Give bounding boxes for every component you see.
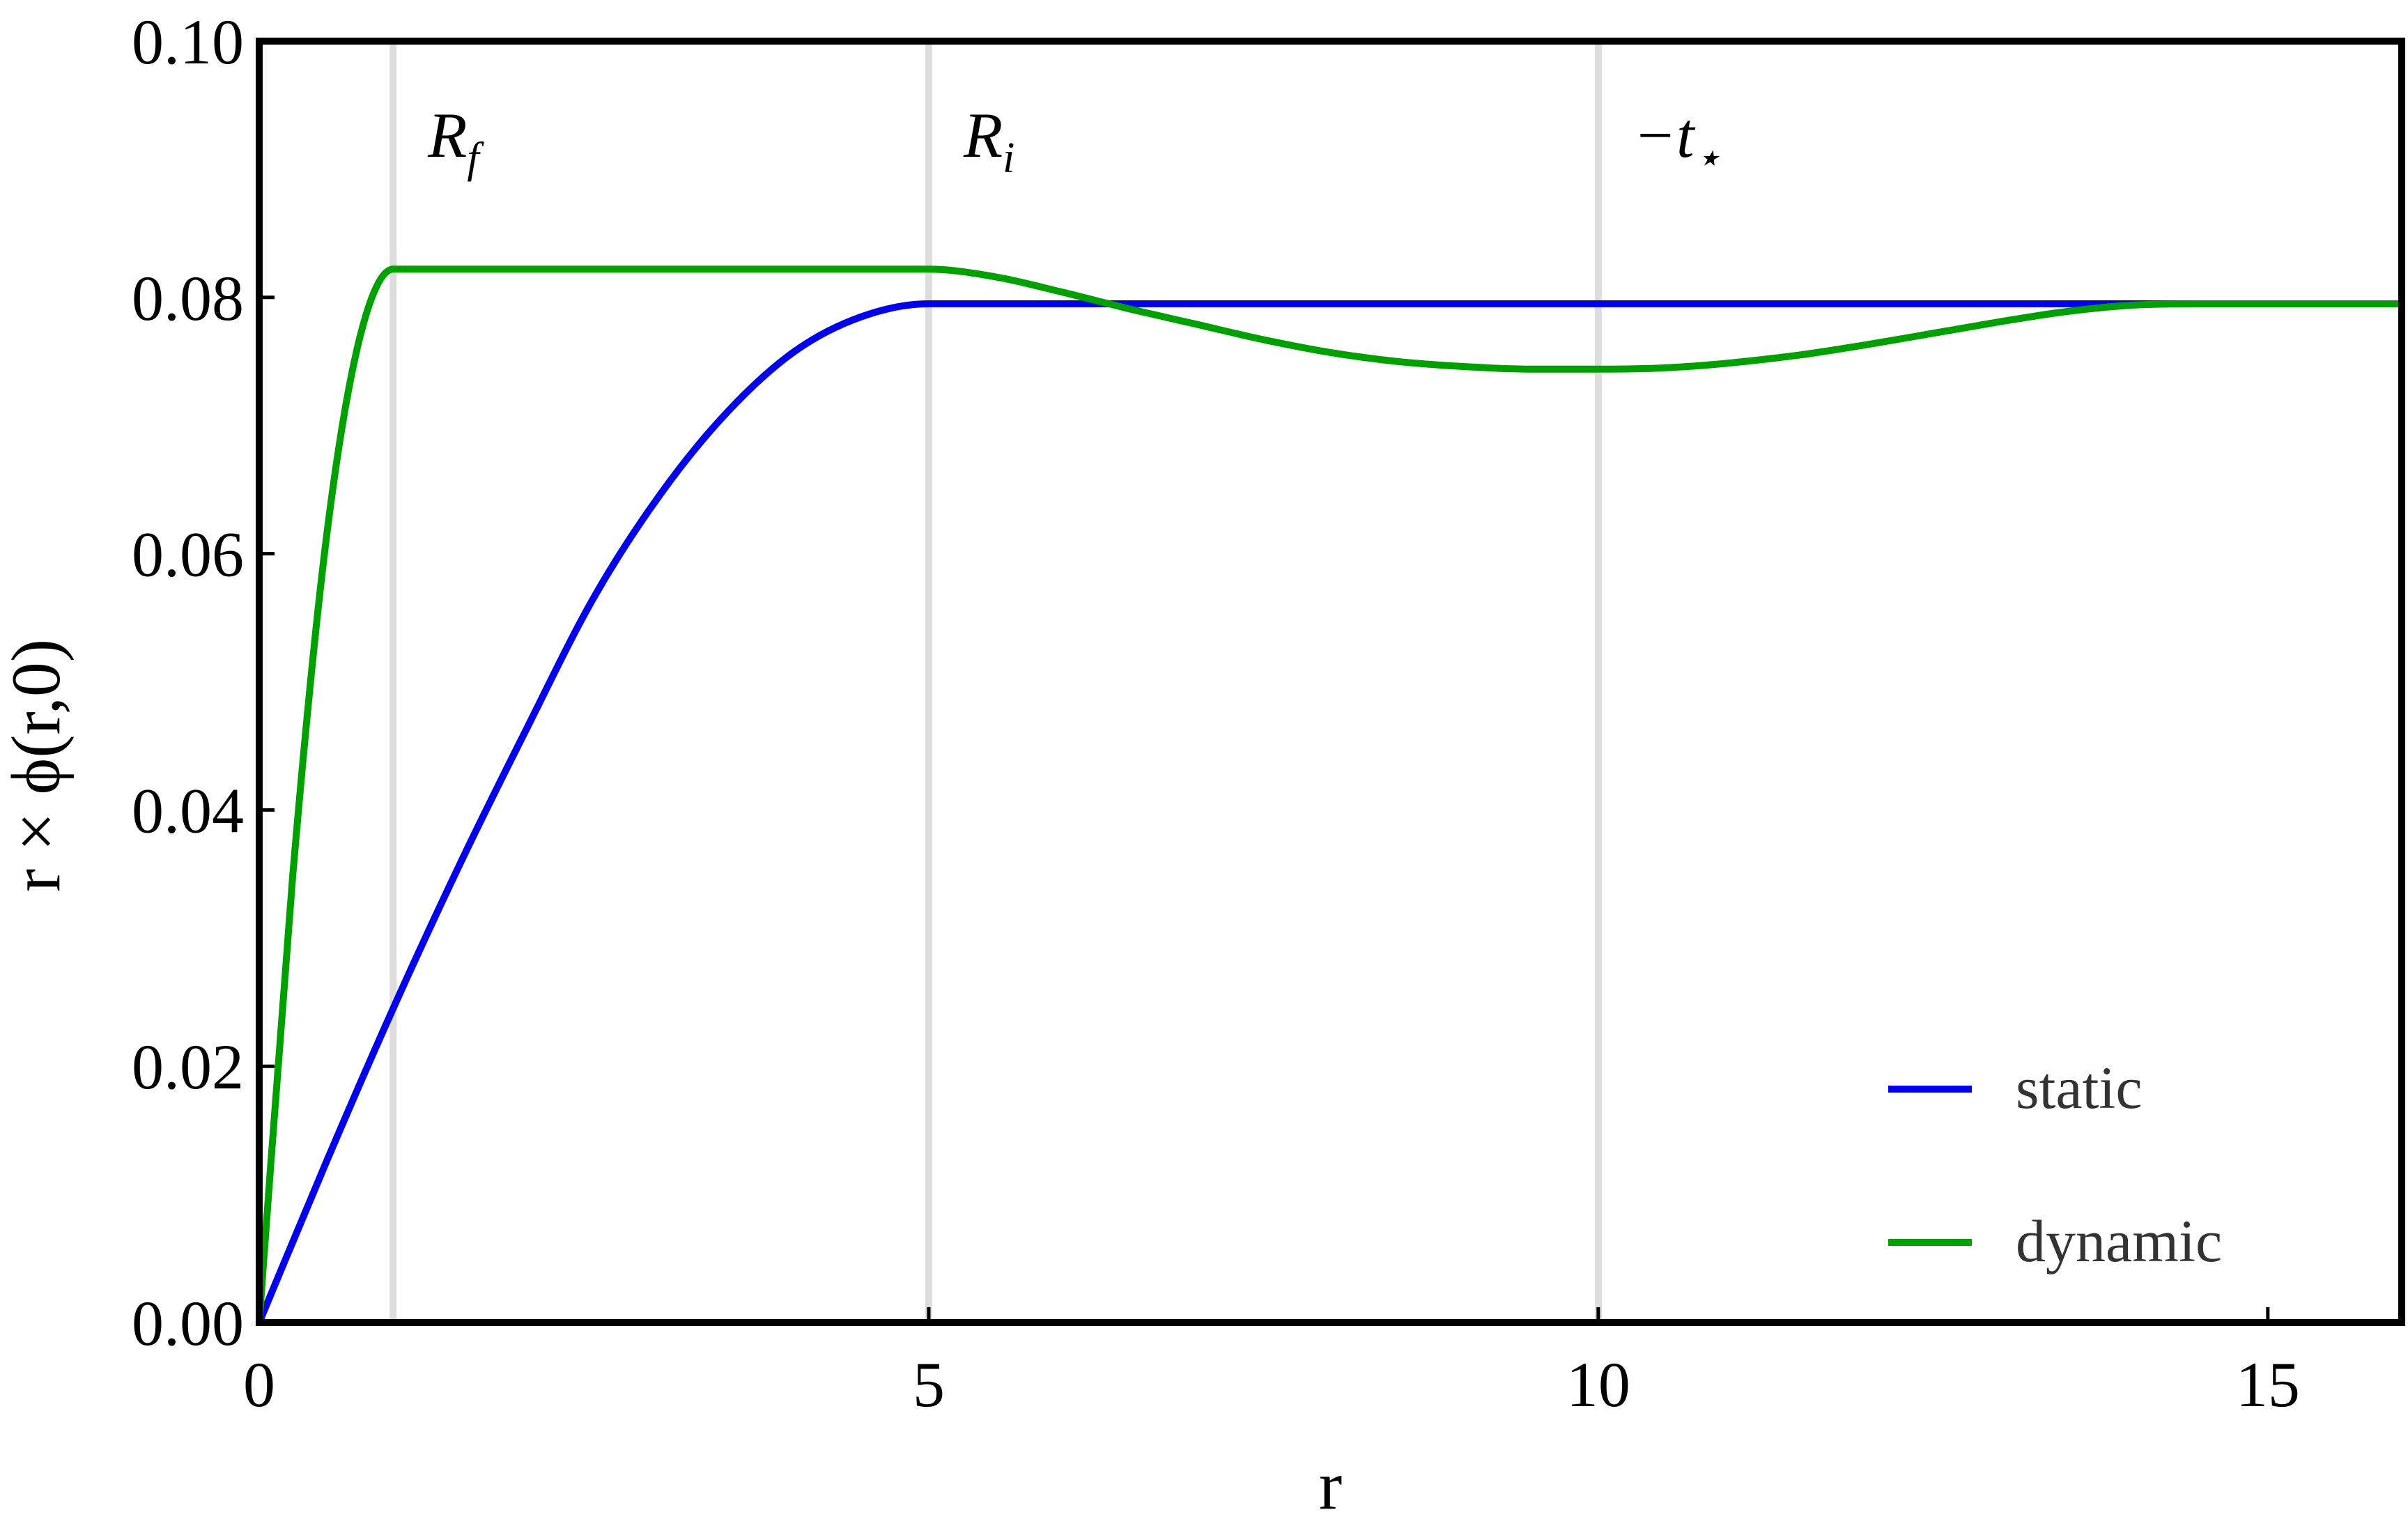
x-tick-label: 5 (913, 1349, 945, 1420)
annotations: Rf Ri −t⋆ (427, 100, 1721, 182)
y-tick-label: 0.10 (132, 6, 244, 77)
y-axis-label: r × ϕ(r,0) (0, 639, 75, 892)
vline-label-base-0: R (427, 100, 467, 171)
x-axis-ticks: 0 5 10 15 (243, 1307, 2300, 1420)
series-layer (256, 265, 2402, 1324)
vline-label-base-1: R (963, 100, 1003, 171)
vline-label-2: −t⋆ (1633, 100, 1721, 182)
legend-label-dynamic: dynamic (2016, 1208, 2222, 1274)
vline-label-0: Rf (427, 100, 484, 182)
x-axis-label: r (1319, 1447, 1342, 1524)
legend-label-static: static (2016, 1054, 2143, 1121)
series-line-static (256, 300, 2402, 1324)
vline-label-base-2: −t (1633, 100, 1696, 171)
vline-label-sub-2: ⋆ (1695, 134, 1722, 182)
series-line-dynamic (256, 265, 2402, 1323)
y-axis-ticks: 0.00 0.02 0.04 0.06 0.08 0.10 (132, 6, 275, 1359)
y-tick-label: 0.04 (132, 775, 244, 846)
vertical-reference-lines (389, 41, 1602, 1323)
y-tick-label: 0.06 (132, 519, 244, 590)
y-tick-label: 0.02 (132, 1031, 244, 1102)
x-tick-label: 15 (2236, 1349, 2300, 1420)
x-tick-label: 0 (243, 1349, 275, 1420)
y-tick-label: 0.08 (132, 263, 244, 334)
vline-label-sub-1: i (1003, 134, 1014, 182)
y-tick-label: 0.00 (132, 1288, 244, 1359)
plot-frame (256, 38, 2405, 1326)
vline-label-1: Ri (963, 100, 1014, 182)
x-tick-label: 10 (1566, 1349, 1630, 1420)
vline-label-sub-0: f (467, 134, 484, 182)
legend: static dynamic (1888, 1054, 2222, 1274)
